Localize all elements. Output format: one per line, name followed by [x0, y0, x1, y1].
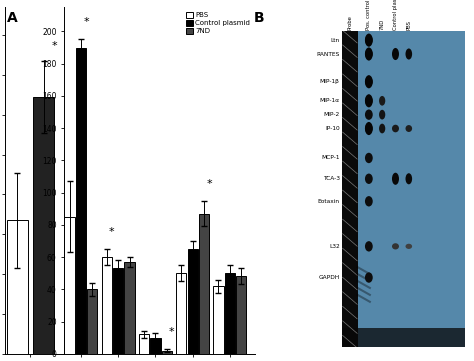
Text: Probe: Probe [347, 15, 352, 30]
Text: MIP-2: MIP-2 [323, 112, 340, 117]
Ellipse shape [365, 34, 373, 47]
Text: B: B [254, 11, 264, 25]
Bar [139, 334, 149, 354]
Ellipse shape [365, 77, 373, 87]
Text: TCA-3: TCA-3 [323, 176, 340, 181]
Ellipse shape [365, 109, 373, 120]
Text: RANTES: RANTES [316, 52, 340, 57]
Ellipse shape [392, 48, 399, 60]
Ellipse shape [379, 110, 385, 119]
Ellipse shape [365, 196, 373, 206]
Text: *: * [206, 179, 212, 188]
Bar [199, 214, 209, 354]
Text: PBS: PBS [406, 20, 411, 30]
Bar [124, 262, 135, 354]
Bar [101, 257, 112, 354]
Bar [213, 286, 224, 354]
Text: MIP-1α: MIP-1α [320, 98, 340, 103]
Bar [7, 220, 27, 354]
Bar [87, 289, 98, 354]
Ellipse shape [365, 122, 373, 135]
Ellipse shape [365, 35, 373, 45]
Bar [162, 351, 172, 354]
Bar [113, 268, 123, 354]
Text: 7ND: 7ND [380, 18, 385, 30]
Ellipse shape [365, 49, 373, 59]
Ellipse shape [392, 173, 399, 185]
Text: MIP-1β: MIP-1β [320, 79, 340, 84]
Text: A: A [7, 11, 18, 25]
Ellipse shape [392, 125, 399, 132]
Text: MCP-1: MCP-1 [321, 156, 340, 161]
Text: IP-10: IP-10 [325, 126, 340, 131]
Text: Control plasmid: Control plasmid [393, 0, 398, 30]
Ellipse shape [365, 123, 373, 134]
Ellipse shape [365, 153, 373, 163]
Ellipse shape [405, 48, 412, 60]
Bar [176, 273, 186, 354]
Bar [342, 31, 357, 347]
Text: Ltn: Ltn [331, 38, 340, 43]
Text: *: * [51, 41, 57, 51]
Bar [342, 31, 465, 347]
Ellipse shape [365, 47, 373, 61]
Legend: PBS, Control plasmid, 7ND: PBS, Control plasmid, 7ND [184, 11, 252, 36]
Text: Pos. control 1,5 μg: Pos. control 1,5 μg [366, 0, 371, 30]
Ellipse shape [379, 124, 385, 133]
Bar [76, 48, 86, 354]
Bar [342, 328, 465, 347]
Text: *: * [109, 227, 115, 237]
Bar [150, 338, 161, 354]
Text: Eotaxin: Eotaxin [318, 199, 340, 204]
Text: *: * [169, 327, 175, 337]
Ellipse shape [392, 243, 399, 249]
Bar [33, 97, 54, 354]
Ellipse shape [405, 244, 412, 249]
Bar [236, 277, 246, 354]
Ellipse shape [365, 241, 373, 252]
Ellipse shape [365, 75, 373, 88]
Ellipse shape [405, 125, 412, 132]
Text: L32: L32 [329, 244, 340, 249]
Bar [188, 249, 198, 354]
Ellipse shape [365, 272, 373, 283]
Ellipse shape [365, 174, 373, 184]
Text: *: * [83, 17, 89, 27]
Ellipse shape [379, 96, 385, 106]
Bar [64, 217, 75, 354]
Text: GAPDH: GAPDH [319, 275, 340, 280]
Ellipse shape [405, 173, 412, 184]
Ellipse shape [365, 96, 373, 106]
Bar [225, 273, 235, 354]
Ellipse shape [365, 94, 373, 107]
